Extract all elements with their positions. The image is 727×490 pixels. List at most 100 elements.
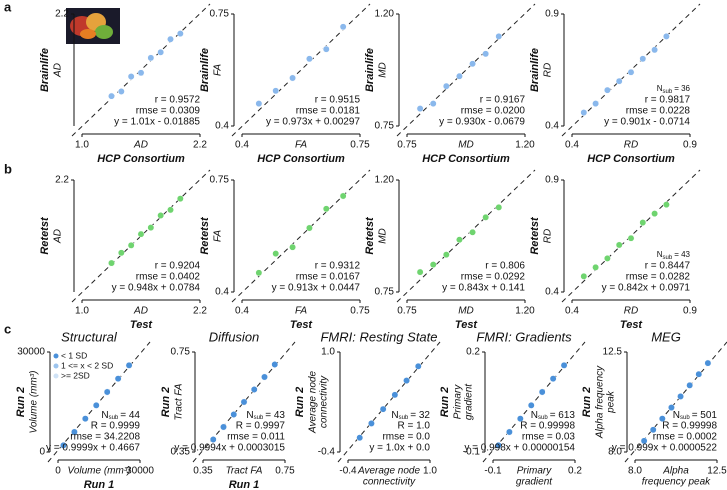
annotation: R = 0.99998 (662, 421, 717, 432)
point (261, 373, 268, 381)
n-value: = 43 (265, 410, 285, 421)
point (289, 243, 297, 251)
point (416, 105, 424, 113)
point (560, 361, 568, 369)
annotation: y = 0.998x + 0.00000154 (464, 443, 575, 454)
annotation: r = 0.9817 (645, 95, 691, 106)
point (209, 436, 217, 443)
n-sub: Nsub = 36 (657, 84, 691, 94)
point (305, 224, 313, 232)
y-tick-label: 0.75 (210, 175, 230, 186)
annotation: r = 0.9572 (155, 95, 201, 106)
x-tick-label: 8.0 (628, 466, 642, 477)
x-group-label: Run 1 (84, 479, 115, 490)
n-sub: Nsub = 43 (246, 410, 285, 421)
x-tick-label: 2.2 (193, 140, 207, 151)
annotation: y = 0.9999x + 0.4667 (46, 443, 140, 454)
point (416, 268, 424, 276)
annotation: R = 1.0 (397, 421, 430, 432)
point (167, 206, 174, 214)
point (255, 269, 263, 277)
x-label: gradient (516, 477, 553, 488)
annotation: rmse = 0.0 (382, 432, 430, 443)
point (455, 236, 463, 244)
point (403, 377, 411, 385)
point (442, 251, 450, 259)
n-sub: Nsub = 501 (673, 410, 718, 421)
point (272, 250, 280, 258)
x-tick-label: 0.9 (683, 306, 697, 317)
n-symbol: N (531, 410, 538, 421)
point (649, 426, 657, 434)
y-group-label: Brainlife (199, 48, 211, 92)
y-tick-label: 0 (39, 447, 45, 458)
point (127, 73, 135, 80)
point (495, 32, 503, 40)
point (60, 441, 67, 449)
point (429, 100, 437, 108)
annotation: rmse = 0.0282 (626, 272, 691, 283)
y-group-label: Brainlife (529, 48, 541, 92)
point (469, 60, 477, 68)
x-label: frequency peak (642, 477, 711, 488)
point (580, 109, 588, 117)
x-tick-label: 1.0 (423, 466, 437, 477)
n-symbol: N (101, 410, 108, 421)
x-label: AD (133, 140, 148, 151)
point (339, 23, 347, 31)
y-tick-label: 0.4 (545, 121, 559, 132)
point (322, 45, 330, 53)
y-label: AD (53, 229, 64, 244)
y-tick-label: 1.20 (375, 9, 395, 20)
x-tick-label: 0.75 (350, 306, 370, 317)
x-tick-label: 1.20 (515, 140, 535, 151)
y-tick-label: 0.75 (375, 121, 395, 132)
identity-line (71, 169, 211, 303)
point (580, 272, 588, 280)
y-group-label: Retetst (364, 216, 376, 255)
n-subscript: sub (538, 415, 548, 421)
n-value: = 32 (410, 410, 430, 421)
y-group-label: Retetst (39, 216, 51, 255)
n-subscript: sub (663, 255, 673, 261)
point (240, 398, 248, 406)
annotation: r = 0.9312 (315, 261, 361, 272)
y-tick-label: 2.2 (55, 175, 69, 186)
annotation: r = 0.9204 (155, 261, 201, 272)
chart-title: FMRI: Gradients (476, 329, 572, 344)
point (103, 388, 111, 396)
n-symbol: N (391, 410, 398, 421)
annotation: y = 0.948x + 0.0784 (112, 283, 201, 294)
x-label: FA (295, 140, 307, 151)
point (549, 375, 557, 383)
annotation: y = 1.0x + 0.0 (369, 443, 430, 454)
point (495, 203, 503, 211)
point (92, 401, 100, 409)
y-label: MD (378, 62, 389, 78)
n-symbol: N (657, 84, 663, 93)
x-tick-label: 1.0 (75, 306, 89, 317)
identity-line (396, 169, 536, 303)
legend-marker (53, 363, 59, 369)
x-tick-label: 0.75 (397, 306, 417, 317)
point (639, 219, 647, 227)
n-symbol: N (246, 410, 253, 421)
y-tick-label: 8.0 (608, 447, 622, 458)
n-value: = 44 (120, 410, 140, 421)
x-tick-label: 30000 (126, 466, 154, 477)
y-tick-label: 2.2 (55, 9, 69, 20)
annotation: rmse = 0.0228 (626, 106, 691, 117)
point (271, 361, 279, 368)
point (108, 259, 115, 267)
y-tick-label: 0.9 (545, 175, 559, 186)
n-subscript: sub (109, 415, 119, 421)
x-label: FA (295, 306, 307, 317)
y-label: FA (213, 230, 224, 242)
y-tick-label: -0.4 (318, 447, 336, 458)
annotation: r = 0.8447 (645, 261, 691, 272)
x-label: connectivity (363, 477, 416, 488)
annotation: rmse = 0.0309 (136, 106, 201, 117)
annotation: y = 0.999x + 0.0000522 (612, 443, 718, 454)
y-label: AD (53, 63, 64, 78)
y-tick-label: 12.5 (603, 347, 623, 358)
